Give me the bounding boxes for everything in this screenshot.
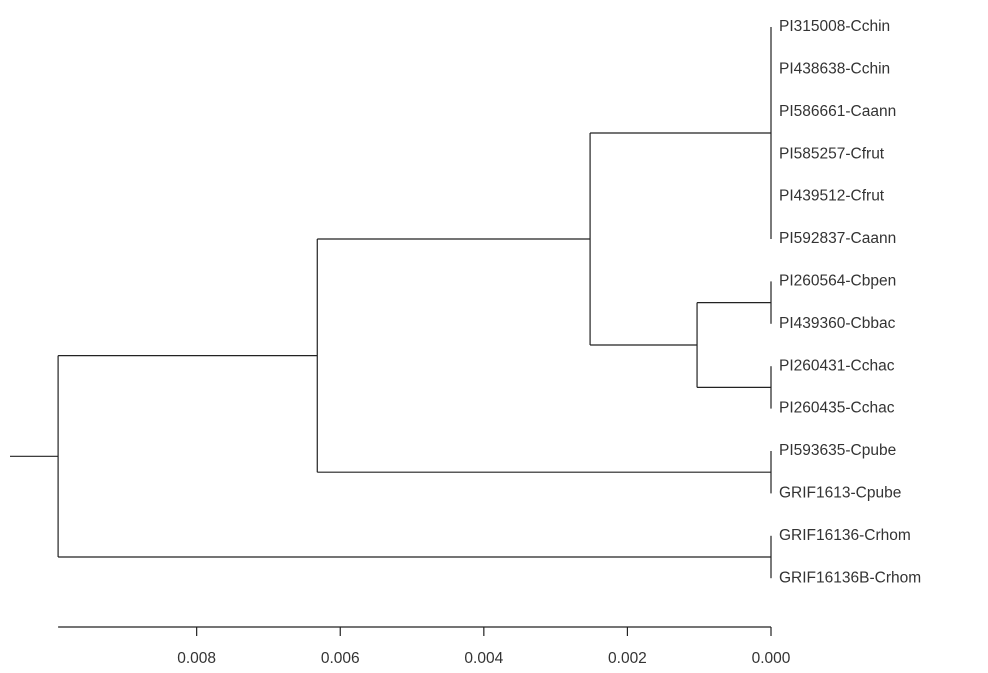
- x-tick-label: 0.008: [177, 650, 216, 667]
- x-tick-label: 0.004: [464, 650, 503, 667]
- leaf-label: PI585257-Cfrut: [779, 145, 885, 162]
- leaf-label: PI586661-Caann: [779, 103, 896, 120]
- leaf-label: PI438638-Cchin: [779, 60, 890, 77]
- leaf-label: PI260435-Cchac: [779, 400, 895, 417]
- leaf-label: GRIF1613-Cpube: [779, 484, 901, 501]
- leaf-label: PI439512-Cfrut: [779, 188, 885, 205]
- leaf-label: PI592837-Caann: [779, 230, 896, 247]
- leaf-label: PI593635-Cpube: [779, 442, 896, 459]
- leaf-label: PI439360-Cbbac: [779, 315, 896, 332]
- x-tick-label: 0.000: [752, 650, 791, 667]
- x-tick-label: 0.002: [608, 650, 647, 667]
- leaf-label: PI260564-Cbpen: [779, 272, 896, 289]
- leaf-label: PI260431-Cchac: [779, 357, 895, 374]
- leaf-label: GRIF16136B-Crhom: [779, 569, 921, 586]
- leaf-label: GRIF16136-Crhom: [779, 527, 911, 544]
- leaf-label: PI315008-Cchin: [779, 18, 890, 35]
- x-tick-label: 0.006: [321, 650, 360, 667]
